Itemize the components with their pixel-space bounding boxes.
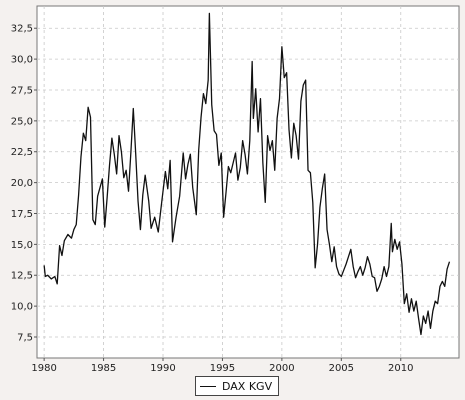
y-tick-label: 32,5 [11, 24, 33, 35]
x-tick-label: 1995 [210, 363, 235, 374]
gridlines [37, 6, 459, 358]
y-tick-label: 27,5 [11, 85, 33, 96]
y-tick-label: 22,5 [11, 147, 33, 158]
series-layer [43, 12, 451, 336]
y-tick-label: 12,5 [11, 271, 33, 282]
x-tick-label: 2000 [269, 363, 294, 374]
legend-label: DAX KGV [222, 379, 273, 393]
x-tick-label: 1985 [91, 363, 116, 374]
plot-area-background [36, 5, 460, 359]
axis-ticks: 7,5 10,0 12,5 15,0 17,5 20,0 22,5 25,0 27,5 30,0 3… [11, 24, 414, 374]
y-tick-label: 17,5 [11, 209, 33, 220]
y-tick-label: 7,5 [17, 333, 33, 344]
y-tick-label: 30,0 [11, 55, 33, 66]
y-tick-label: 25,0 [11, 116, 33, 127]
y-tick-label: 20,0 [11, 178, 33, 189]
x-tick-label: 2005 [329, 363, 354, 374]
legend: DAX KGV [195, 376, 280, 396]
y-tick-label: 15,0 [11, 240, 33, 251]
x-tick-label: 1980 [31, 363, 56, 374]
series-line-dax-kgv [43, 12, 451, 336]
x-tick-label: 1990 [150, 363, 175, 374]
x-tick-label: 2010 [388, 363, 413, 374]
y-tick-label: 10,0 [11, 302, 33, 313]
legend-swatch-line [200, 385, 216, 387]
